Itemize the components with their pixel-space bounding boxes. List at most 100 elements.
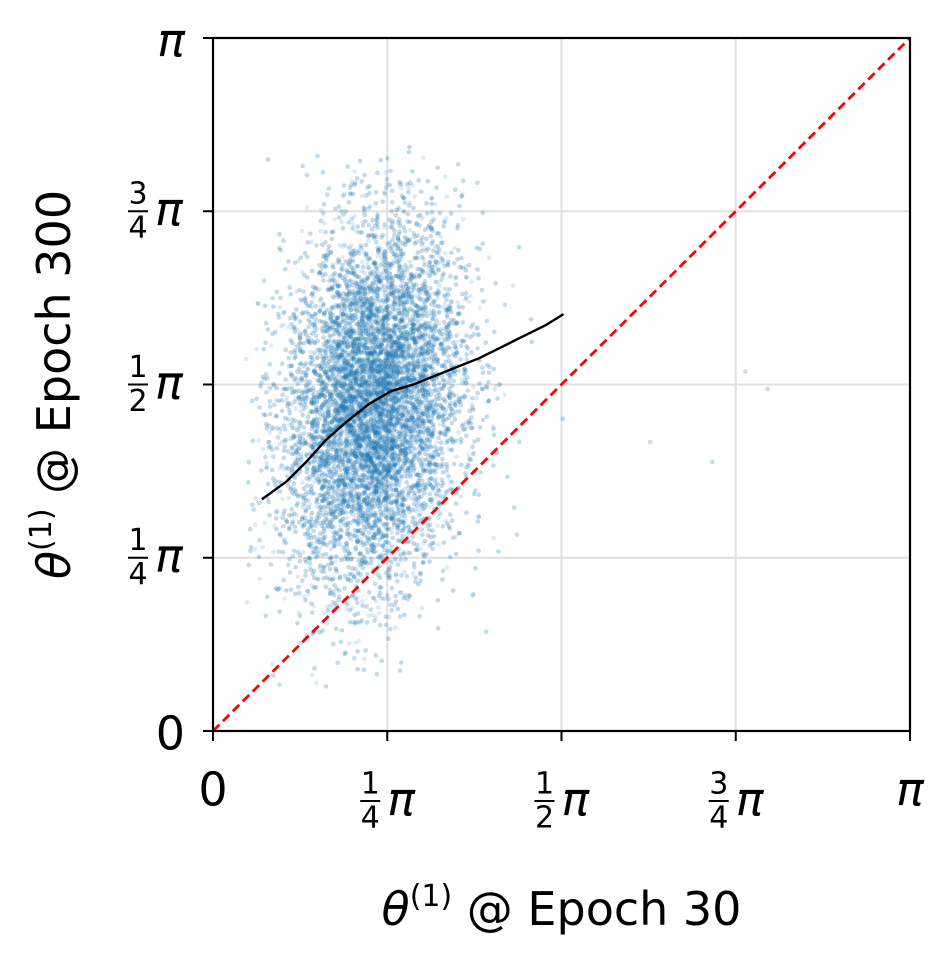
scatter-point <box>329 524 335 530</box>
scatter-point <box>365 351 371 356</box>
scatter-point <box>385 352 390 357</box>
scatter-point <box>434 387 440 392</box>
scatter-point <box>345 383 350 388</box>
scatter-point <box>366 450 372 456</box>
scatter-point <box>359 421 365 426</box>
scatter-point <box>412 408 418 413</box>
scatter-point <box>321 334 327 340</box>
scatter-point <box>274 510 279 515</box>
scatter-point <box>318 304 324 310</box>
scatter-point <box>399 314 405 319</box>
scatter-point <box>365 453 371 459</box>
scatter-point <box>336 346 341 352</box>
scatter-point <box>370 294 376 299</box>
scatter-point <box>305 530 310 535</box>
scatter-point <box>387 336 393 342</box>
scatter-point <box>362 416 368 422</box>
scatter-point <box>300 480 305 485</box>
scatter-point <box>435 447 440 453</box>
scatter-point <box>434 440 440 445</box>
scatter-point <box>397 344 403 350</box>
scatter-point <box>333 467 339 473</box>
scatter-point <box>444 565 450 570</box>
scatter-point <box>398 186 404 191</box>
scatter-point <box>383 170 389 175</box>
scatter-point <box>322 348 328 353</box>
scatter-point <box>344 366 349 371</box>
scatter-point <box>354 491 360 496</box>
scatter-point <box>374 549 379 555</box>
scatter-point <box>344 390 350 396</box>
scatter-point <box>327 378 332 384</box>
scatter-point <box>369 326 374 332</box>
scatter-point <box>375 497 381 502</box>
scatter-point <box>292 317 298 322</box>
scatter-point <box>425 269 431 275</box>
scatter-point <box>371 487 377 492</box>
scatter-point <box>278 430 283 436</box>
scatter-point <box>350 357 355 362</box>
scatter-point <box>389 430 394 435</box>
scatter-point <box>338 523 344 528</box>
scatter-point <box>420 471 425 476</box>
scatter-point <box>357 383 362 389</box>
scatter-point <box>364 471 369 477</box>
scatter-point <box>387 432 393 437</box>
scatter-point <box>420 333 425 338</box>
scatter-point <box>368 393 374 398</box>
scatter-point <box>416 313 422 319</box>
scatter-point <box>337 243 342 248</box>
scatter-point <box>389 530 395 535</box>
scatter-point <box>442 174 448 180</box>
scatter-point <box>398 346 404 351</box>
scatter-point <box>332 414 337 419</box>
scatter-point <box>341 355 346 361</box>
scatter-point <box>270 453 276 459</box>
scatter-point <box>362 348 367 353</box>
scatter-point <box>327 454 333 460</box>
scatter-point <box>391 395 396 400</box>
scatter-point <box>401 419 407 424</box>
scatter-point <box>470 593 475 599</box>
scatter-point <box>414 453 420 458</box>
scatter-point <box>373 359 378 364</box>
scatter-point <box>335 537 340 543</box>
scatter-point <box>412 351 417 356</box>
scatter-point <box>393 519 398 524</box>
scatter-point <box>412 437 417 443</box>
scatter-point <box>354 229 359 234</box>
scatter-point <box>256 438 261 443</box>
scatter-point <box>368 350 374 356</box>
scatter-point <box>454 393 459 398</box>
scatter-point <box>404 347 410 353</box>
scatter-point <box>419 406 424 411</box>
scatter-point <box>421 462 427 468</box>
scatter-point <box>366 333 372 339</box>
scatter-point <box>330 383 335 388</box>
scatter-point <box>510 283 516 288</box>
scatter-point <box>407 227 413 233</box>
scatter-point <box>320 531 326 537</box>
scatter-point <box>331 325 336 331</box>
scatter-point <box>345 278 351 284</box>
scatter-point <box>410 534 415 539</box>
scatter-point <box>325 346 331 351</box>
scatter-point <box>384 484 389 490</box>
scatter-point <box>337 435 342 440</box>
scatter-point <box>376 610 382 616</box>
scatter-point <box>400 549 406 554</box>
scatter-point <box>450 410 456 416</box>
scatter-point <box>314 442 320 448</box>
scatter-point <box>325 604 330 610</box>
scatter-point <box>435 250 441 255</box>
scatter-point <box>402 527 407 532</box>
scatter-point <box>282 439 287 445</box>
scatter-point <box>333 559 338 564</box>
scatter-point <box>400 430 406 436</box>
scatter-point <box>353 640 358 645</box>
scatter-point <box>286 495 292 501</box>
scatter-point <box>310 401 315 406</box>
scatter-point <box>398 397 403 403</box>
scatter-point <box>369 389 374 394</box>
